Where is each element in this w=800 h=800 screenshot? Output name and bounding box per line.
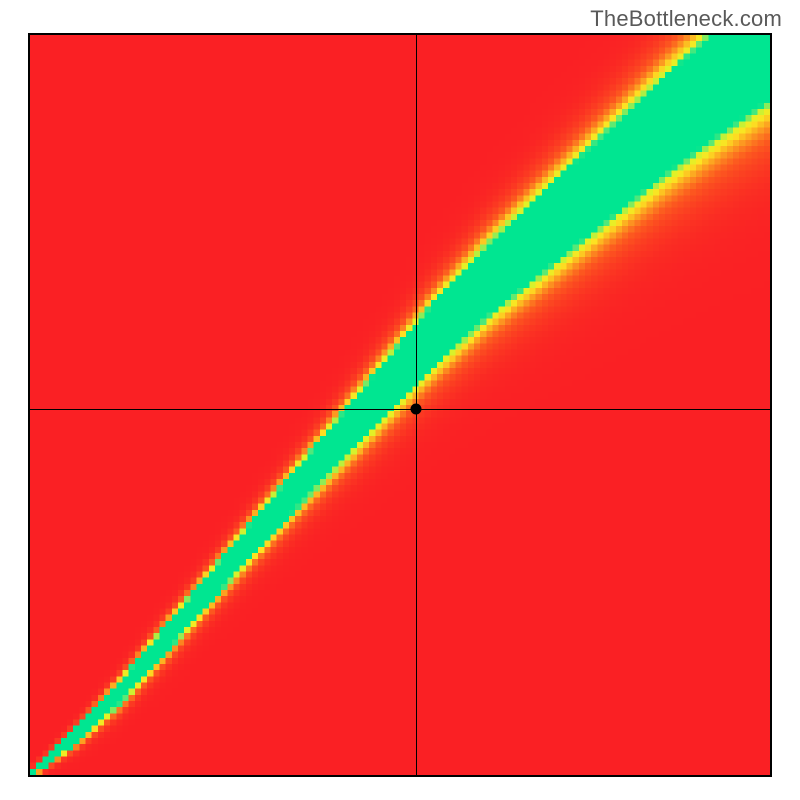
heatmap-canvas	[30, 35, 770, 775]
crosshair-horizontal	[30, 409, 770, 410]
marker-dot	[410, 403, 421, 414]
plot-area	[28, 33, 772, 777]
watermark-text: TheBottleneck.com	[590, 6, 782, 32]
chart-container: TheBottleneck.com	[0, 0, 800, 800]
